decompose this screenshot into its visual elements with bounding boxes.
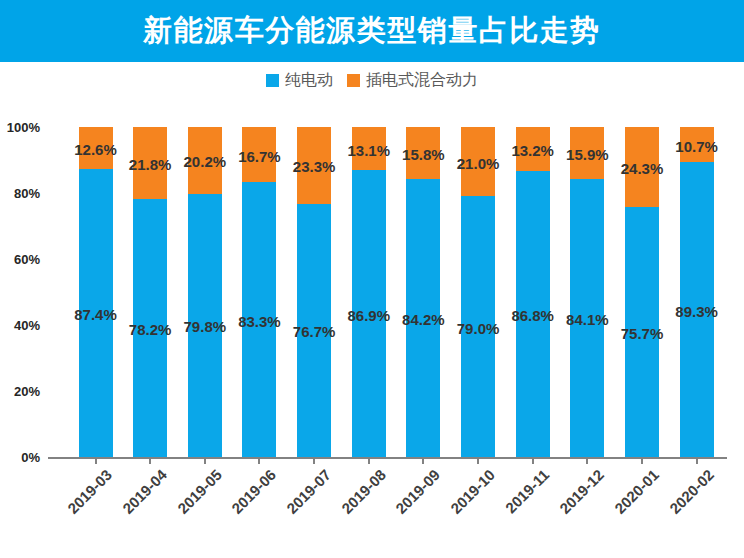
x-axis-tick [258, 459, 260, 464]
x-axis-category-label: 2019-10 [447, 466, 498, 517]
value-label-plugin-hybrid: 13.2% [511, 141, 554, 158]
value-label-plugin-hybrid: 23.3% [293, 158, 336, 175]
value-label-pure-electric: 79.8% [184, 318, 227, 335]
legend-label: 纯电动 [285, 70, 333, 91]
x-axis-tick [204, 459, 206, 464]
x-axis-tick [95, 459, 97, 464]
y-axis-tick-label: 100% [0, 120, 40, 135]
x-axis-category-label: 2019-07 [283, 466, 334, 517]
x-axis-category-label: 2019-09 [392, 466, 443, 517]
legend-label: 插电式混合动力 [366, 70, 478, 91]
x-axis-category-label: 2020-01 [611, 466, 662, 517]
value-label-plugin-hybrid: 12.6% [74, 140, 117, 157]
x-axis-tick [368, 459, 370, 464]
value-label-pure-electric: 84.2% [402, 311, 445, 328]
x-axis-category-label: 2019-04 [119, 466, 170, 517]
value-label-pure-electric: 84.1% [566, 311, 609, 328]
legend-swatch-icon [347, 74, 360, 87]
y-axis-tick-label: 60% [0, 252, 40, 267]
page-title: 新能源车分能源类型销量占比走势 [143, 11, 601, 51]
x-axis-tick [696, 459, 698, 464]
x-axis-tick [422, 459, 424, 464]
legend-item: 插电式混合动力 [347, 70, 478, 91]
value-label-plugin-hybrid: 13.1% [347, 141, 390, 158]
x-axis-tick [313, 459, 315, 464]
value-label-pure-electric: 89.3% [675, 302, 718, 319]
value-label-plugin-hybrid: 21.8% [129, 155, 172, 172]
value-label-plugin-hybrid: 15.8% [402, 146, 445, 163]
legend: 纯电动 插电式混合动力 [0, 66, 744, 94]
x-axis-category-label: 2019-03 [65, 466, 116, 517]
x-axis-category-label: 2019-05 [174, 466, 225, 517]
y-axis-tick-label: 0% [0, 450, 40, 465]
value-label-pure-electric: 75.7% [621, 325, 664, 342]
y-axis-tick-label: 40% [0, 318, 40, 333]
legend-swatch-icon [266, 74, 279, 87]
legend-item: 纯电动 [266, 70, 333, 91]
x-axis-tick [149, 459, 151, 464]
value-label-plugin-hybrid: 20.2% [184, 153, 227, 170]
value-label-plugin-hybrid: 15.9% [566, 146, 609, 163]
x-axis-tick [532, 459, 534, 464]
x-axis-tick [641, 459, 643, 464]
value-label-pure-electric: 76.7% [293, 323, 336, 340]
y-axis-tick-label: 80% [0, 186, 40, 201]
value-label-pure-electric: 83.3% [238, 312, 281, 329]
x-axis-tick [477, 459, 479, 464]
x-axis-tick [586, 459, 588, 464]
y-axis-tick-label: 20% [0, 384, 40, 399]
value-label-pure-electric: 86.9% [347, 306, 390, 323]
title-banner: 新能源车分能源类型销量占比走势 [0, 0, 744, 62]
value-label-pure-electric: 87.4% [74, 305, 117, 322]
value-label-plugin-hybrid: 10.7% [675, 137, 718, 154]
x-axis-category-label: 2020-02 [666, 466, 717, 517]
x-axis-category-label: 2019-12 [556, 466, 607, 517]
value-label-pure-electric: 86.8% [511, 306, 554, 323]
x-axis-category-label: 2019-08 [338, 466, 389, 517]
x-axis-category-label: 2019-06 [229, 466, 280, 517]
value-label-pure-electric: 78.2% [129, 320, 172, 337]
value-label-plugin-hybrid: 21.0% [457, 154, 500, 171]
value-label-pure-electric: 79.0% [457, 319, 500, 336]
value-label-plugin-hybrid: 16.7% [238, 147, 281, 164]
x-axis-category-label: 2019-11 [502, 466, 552, 516]
value-label-plugin-hybrid: 24.3% [621, 160, 664, 177]
